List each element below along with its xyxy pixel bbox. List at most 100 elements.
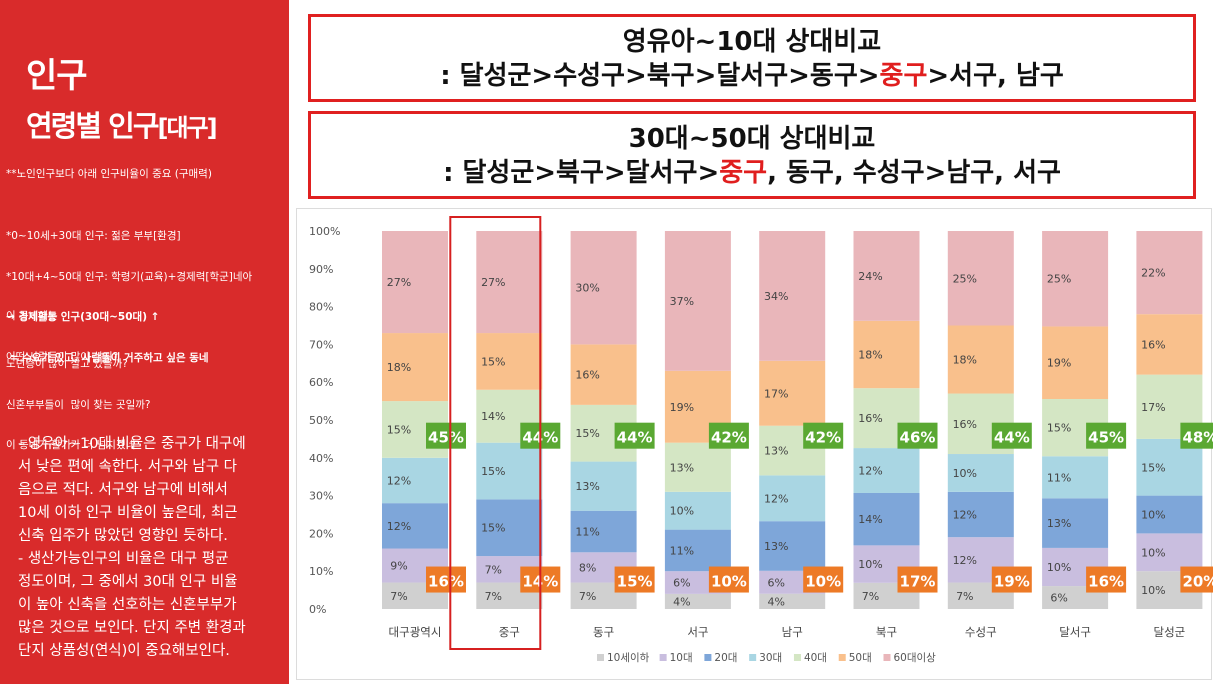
- legend-label: 60대이상: [894, 652, 937, 664]
- bar-segment: [759, 475, 826, 522]
- segment-label: 4%: [673, 595, 690, 608]
- y-tick-label: 40%: [309, 452, 333, 465]
- x-category-label: 수성구: [965, 625, 997, 639]
- x-category-label: 서구: [687, 625, 708, 639]
- green-badge: [1180, 422, 1213, 449]
- orange-badge: [1180, 566, 1213, 593]
- segment-label: 12%: [387, 520, 411, 533]
- segment-label: 18%: [953, 354, 977, 367]
- x-category-label: 중구: [499, 625, 520, 639]
- segment-label: 7%: [390, 590, 407, 603]
- segment-label: 4%: [767, 595, 784, 608]
- orange-badge: [897, 566, 938, 593]
- orange-badge: [1086, 566, 1127, 593]
- segment-label: 25%: [953, 272, 977, 285]
- bar-segment: [1136, 495, 1203, 534]
- bar-segment: [947, 325, 1014, 394]
- ranking-highlight: 중구: [719, 158, 768, 188]
- green-badge: [426, 422, 466, 449]
- y-tick-label: 30%: [309, 490, 333, 503]
- bar-segment: [853, 320, 920, 389]
- page-subtitle: 연령별 인구[대구]: [26, 103, 218, 145]
- segment-label: 17%: [764, 387, 788, 400]
- legend-label: 10대: [670, 652, 693, 664]
- bar-segment: [947, 231, 1014, 326]
- summary-line: - 영유아~10대 비율은 중구가 대구에: [18, 436, 246, 452]
- segment-label: 13%: [1047, 517, 1071, 530]
- segment-label: 27%: [481, 276, 505, 289]
- legend-label: 50대: [849, 652, 872, 664]
- x-category-label: 북구: [876, 625, 897, 639]
- segment-label: 10%: [670, 505, 694, 518]
- y-tick-label: 70%: [309, 338, 333, 351]
- segment-label: 16%: [953, 418, 977, 431]
- legend-label: 40대: [804, 652, 827, 664]
- subtitle-bracket: [대구]: [157, 114, 218, 142]
- page-title: 인구: [26, 56, 88, 96]
- highlight-frame: [449, 216, 542, 650]
- segment-label: 6%: [1050, 592, 1067, 605]
- segment-label: 9%: [390, 560, 407, 573]
- bar-segment: [947, 454, 1014, 492]
- segment-label: 13%: [764, 445, 788, 458]
- note-group-3: 노년층이 많이 살고 있을까? 신혼부부들이 많이 찾는 곳일까? 이 동네가 …: [6, 331, 151, 480]
- bar-segment: [476, 231, 543, 334]
- green-badge-label: 45%: [428, 429, 464, 447]
- segment-label: 12%: [764, 492, 788, 505]
- green-badge-label: 48%: [1182, 429, 1213, 447]
- note-line: 어떤 사람들이 많이 살지?: [6, 350, 119, 363]
- segment-label: 13%: [670, 461, 694, 474]
- note-line: = 수요가 있고, 사람들이 거주하고 싶은 동네: [6, 351, 209, 364]
- note-line: 노년층이 많이 살고 있을까?: [6, 358, 128, 370]
- segment-label: 18%: [387, 361, 411, 374]
- bar-segment: [664, 593, 731, 609]
- bar-segment: [853, 492, 920, 546]
- green-badge: [803, 422, 844, 449]
- green-badge-label: 44%: [994, 429, 1030, 447]
- bar-segment: [476, 333, 543, 390]
- segment-label: 15%: [481, 465, 505, 478]
- segment-label: 16%: [1141, 338, 1165, 351]
- segment-label: 34%: [764, 290, 788, 303]
- bar-segment: [382, 333, 448, 402]
- segment-label: 11%: [670, 544, 694, 557]
- bar-segment: [664, 231, 731, 371]
- legend-label: 30대: [759, 652, 782, 664]
- legend-swatch: [793, 654, 801, 661]
- bar-segment: [664, 442, 731, 492]
- legend-swatch: [749, 654, 757, 661]
- legend-swatch: [883, 654, 891, 661]
- segment-label: 10%: [858, 558, 882, 571]
- segment-label: 10%: [953, 467, 977, 480]
- bar-segment: [382, 503, 448, 549]
- segment-label: 24%: [858, 270, 882, 283]
- segment-label: 22%: [1141, 267, 1165, 280]
- segment-label: 10%: [1141, 546, 1165, 559]
- legend-label: 20대: [714, 652, 737, 664]
- bar-segment: [759, 521, 826, 571]
- orange-badge: [614, 566, 655, 593]
- x-category-label: 달성군: [1154, 625, 1186, 639]
- orange-badge-label: 16%: [1088, 573, 1124, 591]
- segment-label: 15%: [575, 427, 599, 440]
- segment-label: 17%: [1141, 401, 1165, 414]
- segment-label: 11%: [1047, 471, 1071, 484]
- segment-label: 30%: [575, 282, 599, 295]
- green-badge: [614, 422, 655, 449]
- segment-label: 7%: [862, 590, 879, 603]
- bar-segment: [1136, 231, 1203, 315]
- orange-badge-label: 15%: [617, 573, 653, 591]
- legend-swatch: [704, 654, 712, 661]
- green-badge-label: 42%: [805, 429, 841, 447]
- bar-segment: [476, 442, 543, 500]
- ranking-highlight: 중구: [879, 61, 928, 91]
- bar-segment: [1042, 456, 1109, 499]
- bar-segment: [1136, 533, 1203, 572]
- summary-text: - 영유아~10대 비율은 중구가 대구에 서 낮은 편에 속한다. 서구와 남…: [18, 433, 284, 663]
- segment-label: 19%: [670, 401, 694, 414]
- bar-segment: [476, 499, 543, 557]
- comparison-box-working-age: 30대~50대 상대비교 : 달성군>북구>달서구>중구, 동구, 수성구>남구…: [308, 111, 1196, 199]
- bar-segment: [759, 593, 826, 609]
- segment-label: 10%: [1141, 509, 1165, 522]
- orange-badge-label: 10%: [805, 573, 841, 591]
